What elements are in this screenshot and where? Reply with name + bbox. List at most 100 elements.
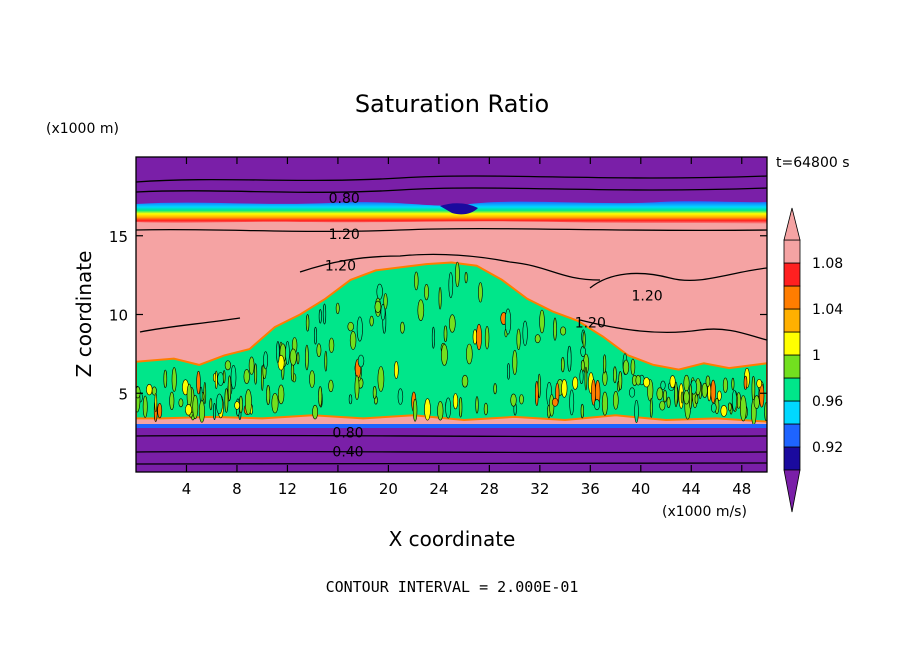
- cloud-cell: [613, 366, 617, 384]
- contour-lines: [136, 175, 767, 465]
- cloud-cell: [710, 379, 716, 404]
- colorbar-segment: [783, 377, 801, 402]
- y-axis-label: Z coordinate: [72, 251, 96, 378]
- cloud-cell: [579, 369, 584, 384]
- cloud-cell: [296, 352, 300, 365]
- cloud-cell: [248, 356, 255, 375]
- cloud-cell: [618, 371, 623, 391]
- cloud-cell: [328, 337, 335, 353]
- cloud-cell: [475, 396, 479, 414]
- cloud-cell: [522, 320, 528, 346]
- cloud-cell: [324, 350, 328, 372]
- cloud-cell: [727, 402, 732, 412]
- contour-labels: 0.80 1.20 1.20 1.20 1.20 0.80 0.40: [325, 191, 663, 461]
- cloud-cell: [146, 384, 153, 396]
- cloud-cell: [289, 348, 297, 366]
- x-tick-label: 12: [278, 480, 297, 498]
- cloud-cell: [455, 261, 460, 288]
- colorbar-label: 1: [812, 348, 821, 364]
- cloud-cell: [458, 397, 463, 418]
- cloud-cell: [572, 376, 579, 390]
- cloud-cell: [476, 323, 482, 351]
- x-tick-label: 32: [530, 480, 549, 498]
- cloud-cell: [372, 385, 377, 399]
- cloud-cell: [354, 375, 360, 401]
- cloud-texture: [136, 261, 767, 426]
- cloud-cell: [656, 387, 664, 401]
- cloud-cell: [393, 361, 399, 379]
- cloud-cell: [347, 321, 354, 332]
- cloud-cell: [493, 383, 497, 395]
- cloud-cell: [580, 403, 584, 419]
- cloud-cell: [285, 341, 290, 365]
- cloud-cell: [753, 395, 760, 409]
- cloud-cell: [309, 370, 315, 388]
- cloud-cell: [356, 316, 363, 342]
- cloud-cell: [622, 359, 630, 375]
- cloud-cell: [380, 303, 386, 321]
- cloud-cell: [722, 377, 728, 393]
- cloud-cell: [705, 375, 711, 387]
- cloud-cell: [582, 331, 586, 349]
- cloud-cell: [561, 379, 568, 398]
- cloud-cell: [669, 375, 676, 389]
- contour-label: 0.40: [332, 445, 363, 461]
- chart-title: Saturation Ratio: [355, 90, 549, 118]
- colorbar-segment: [783, 446, 801, 471]
- colorbar-label: 0.92: [812, 440, 843, 456]
- cloud-cell: [452, 393, 459, 410]
- cloud-cell: [157, 403, 163, 419]
- cloud-cell: [377, 366, 385, 392]
- cloud-cell: [266, 384, 271, 405]
- contour-label: 0.80: [332, 426, 363, 442]
- colorbar-segment: [783, 331, 801, 356]
- lower-dry-layer: [136, 427, 767, 472]
- contour-line: [136, 175, 767, 183]
- colorbar-segment: [783, 354, 801, 379]
- cloud-cell: [328, 379, 334, 393]
- x-tick-label: 28: [480, 480, 499, 498]
- cloud-cell: [277, 384, 285, 405]
- cloud-cell: [464, 271, 468, 284]
- cloud-cell: [313, 326, 317, 345]
- cloud-cell: [731, 389, 737, 412]
- cloud-cell: [136, 386, 141, 399]
- cloud-cell: [593, 399, 600, 411]
- cloud-cell: [612, 390, 619, 410]
- x-axis-label: X coordinate: [389, 527, 516, 551]
- colorbar-segment: [783, 285, 801, 310]
- cloud-cell: [271, 393, 279, 414]
- colorbar-label: 1.04: [812, 302, 843, 318]
- contour-line: [589, 267, 767, 289]
- cloud-cell: [551, 397, 559, 407]
- cloud-cell: [322, 303, 327, 325]
- cloud-cell: [203, 382, 207, 405]
- cloud-cell: [553, 317, 557, 341]
- cloud-cell: [383, 293, 388, 310]
- cloud-cell: [448, 272, 454, 299]
- cloud-cell: [196, 370, 201, 395]
- cloud-cell: [680, 391, 684, 404]
- cloud-cell: [448, 314, 456, 333]
- cloud-cell: [431, 326, 435, 349]
- cloud-cell: [438, 287, 442, 310]
- cloud-cell: [198, 400, 205, 423]
- cloud-cell: [227, 375, 232, 401]
- cloud-cell: [305, 344, 309, 371]
- cloud-cell: [254, 363, 258, 385]
- cloud-cell: [243, 369, 250, 384]
- cloud-cell: [440, 343, 448, 366]
- cloud-cell: [224, 388, 229, 413]
- cloud-cell: [335, 302, 340, 315]
- y-tick-label: 10: [109, 307, 128, 325]
- cloud-cell: [660, 380, 666, 390]
- contour-line: [299, 253, 601, 281]
- cloud-cell: [369, 315, 374, 327]
- cloud-cell: [731, 377, 735, 391]
- cloud-cell: [591, 379, 596, 406]
- cloud-cell: [560, 326, 567, 336]
- cloud-cell: [478, 282, 483, 303]
- cloud-cell: [215, 393, 223, 415]
- cloud-cell: [659, 400, 666, 411]
